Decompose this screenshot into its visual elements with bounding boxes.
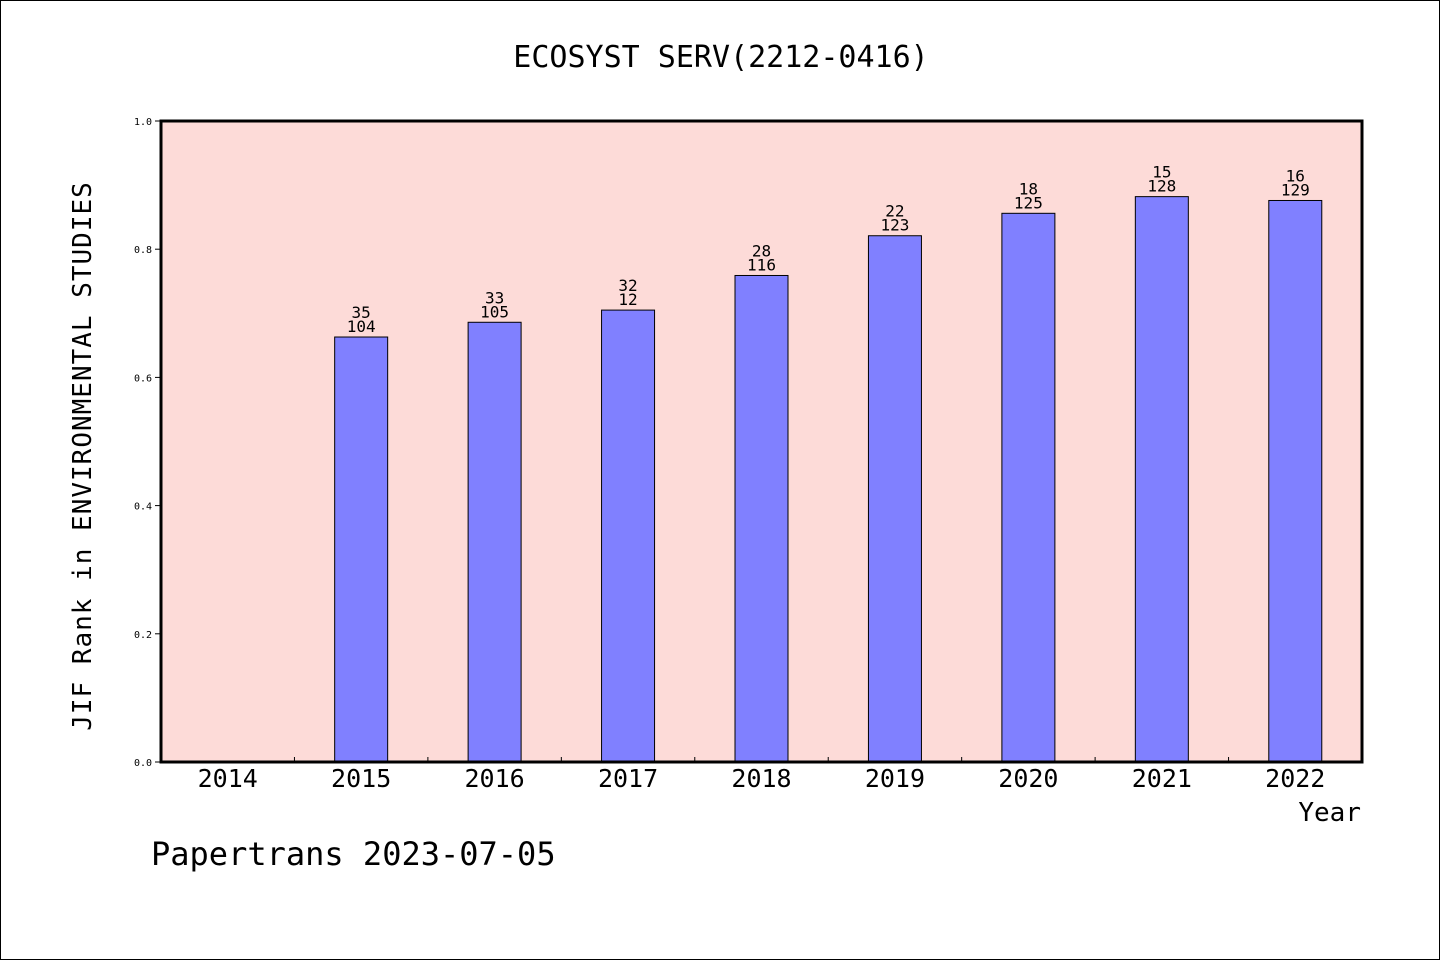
bar-2019 (867, 235, 922, 763)
x-tick-label: 2015 (331, 764, 391, 793)
rank-label-2021: 15 (1152, 163, 1171, 182)
y-axis-label: JIF Rank in ENVIRONMENTAL STUDIES (68, 181, 98, 731)
rank-label-2017: 32 (618, 276, 637, 295)
x-tick-label: 2017 (598, 764, 658, 793)
bar-2016 (467, 321, 522, 763)
rank-label-2020: 18 (1019, 179, 1038, 198)
rank-label-2022: 16 (1286, 166, 1305, 185)
rank-label-2018: 28 (752, 241, 771, 260)
y-tick-label: 0.2 (134, 630, 152, 641)
chart-title: ECOSYST SERV(2212-0416) (513, 40, 928, 75)
bar-2015 (334, 336, 389, 763)
rank-label-2015: 35 (352, 303, 371, 322)
total-label-2020: 125 (1014, 193, 1043, 212)
bar-2021 (1134, 196, 1189, 763)
y-tick-label: 0.0 (134, 758, 152, 769)
x-tick-label: 2014 (198, 764, 258, 793)
footer-watermark: Papertrans 2023-07-05 (151, 835, 556, 873)
total-label-2022: 129 (1281, 180, 1310, 199)
rank-label-2016: 33 (485, 288, 504, 307)
x-tick-label: 2019 (865, 764, 925, 793)
rank-label-2019: 22 (885, 202, 904, 221)
x-tick-label: 2021 (1132, 764, 1192, 793)
bar-2020 (1001, 212, 1056, 763)
x-axis-label: Year (1298, 798, 1361, 828)
total-label-2016: 105 (480, 302, 509, 321)
bar-2018 (734, 274, 789, 763)
y-tick-label: 1.0 (134, 117, 152, 128)
y-tick-label: 0.6 (134, 373, 152, 384)
y-axis: 0.0 0.2 0.4 0.6 0.8 1.0 (134, 117, 161, 769)
total-label-2021: 128 (1147, 177, 1176, 196)
x-axis: 2014 2015 2016 2017 2018 2019 2020 2021 2022 (198, 757, 1325, 793)
x-tick-label: 2020 (998, 764, 1058, 793)
bar-2022 (1268, 199, 1323, 763)
total-label-2019: 123 (880, 216, 909, 235)
bars-group (334, 196, 1323, 763)
total-label-2017: 12 (618, 290, 637, 309)
total-label-2018: 116 (747, 255, 776, 274)
plot-border (159, 119, 1364, 764)
y-tick-label: 0.8 (134, 245, 152, 256)
x-tick-label: 2022 (1265, 764, 1325, 793)
x-tick-label: 2016 (465, 764, 525, 793)
total-label-2015: 104 (347, 317, 376, 336)
y-tick-label: 0.4 (134, 502, 152, 513)
bar-2017 (601, 309, 656, 763)
x-tick-label: 2018 (731, 764, 791, 793)
